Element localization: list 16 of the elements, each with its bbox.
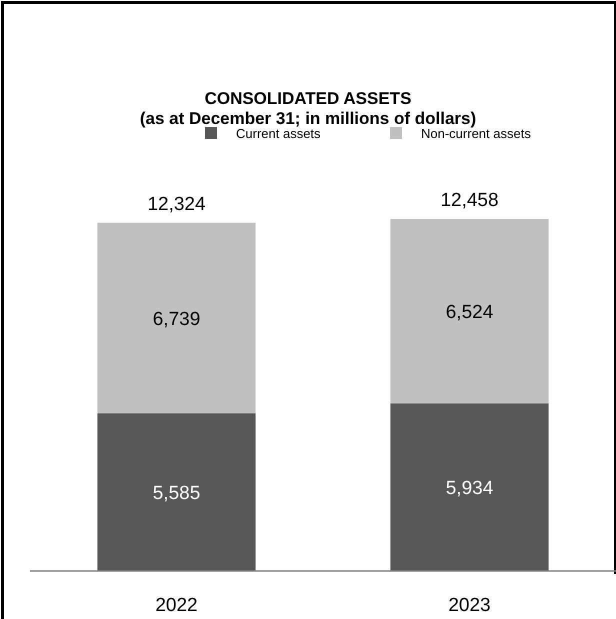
data-label: 6,739 [152, 308, 200, 330]
total-label: 12,458 [440, 190, 499, 211]
chart-subtitle: (as at December 31; in millions of dollars) [140, 109, 476, 128]
bar [97, 413, 256, 571]
legend-label: Non-current assets [421, 126, 532, 141]
data-label: 6,524 [446, 302, 494, 324]
chart-title: CONSOLIDATED ASSETS [204, 89, 412, 108]
bar [390, 403, 549, 571]
legend-label: Current assets [236, 126, 322, 141]
x-tick-label: 2023 [448, 595, 491, 616]
data-label: 5,585 [152, 483, 200, 504]
bar [97, 222, 256, 414]
x-tick-label: 2022 [155, 595, 198, 616]
data-label: 5,934 [446, 478, 494, 500]
total-label: 12,324 [147, 194, 206, 215]
bar [390, 219, 549, 404]
